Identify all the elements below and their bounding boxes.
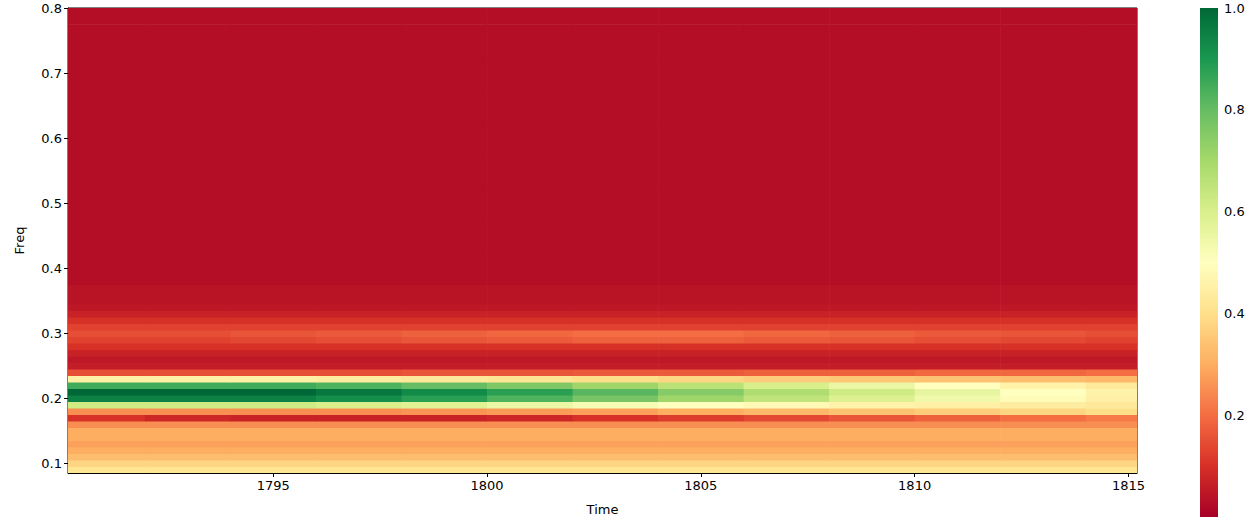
- svg-text:0.4: 0.4: [41, 261, 62, 276]
- svg-text:0.2: 0.2: [41, 391, 62, 406]
- svg-text:0.5: 0.5: [41, 196, 62, 211]
- svg-text:1815: 1815: [1112, 478, 1145, 493]
- svg-text:1805: 1805: [684, 478, 717, 493]
- svg-text:0.6: 0.6: [41, 131, 62, 146]
- svg-text:0.8: 0.8: [1224, 102, 1245, 117]
- svg-text:0.8: 0.8: [41, 1, 62, 16]
- svg-text:Freq: Freq: [12, 227, 27, 255]
- svg-text:0.6: 0.6: [1224, 204, 1245, 219]
- svg-text:0.4: 0.4: [1224, 306, 1245, 321]
- svg-text:0.3: 0.3: [41, 326, 62, 341]
- svg-text:1.0: 1.0: [1224, 1, 1245, 16]
- svg-text:0.1: 0.1: [41, 456, 62, 471]
- svg-text:0.7: 0.7: [41, 66, 62, 81]
- svg-text:Time: Time: [586, 502, 619, 517]
- svg-text:1795: 1795: [257, 478, 290, 493]
- svg-text:0.2: 0.2: [1224, 408, 1245, 423]
- svg-text:1800: 1800: [471, 478, 504, 493]
- svg-text:1810: 1810: [898, 478, 931, 493]
